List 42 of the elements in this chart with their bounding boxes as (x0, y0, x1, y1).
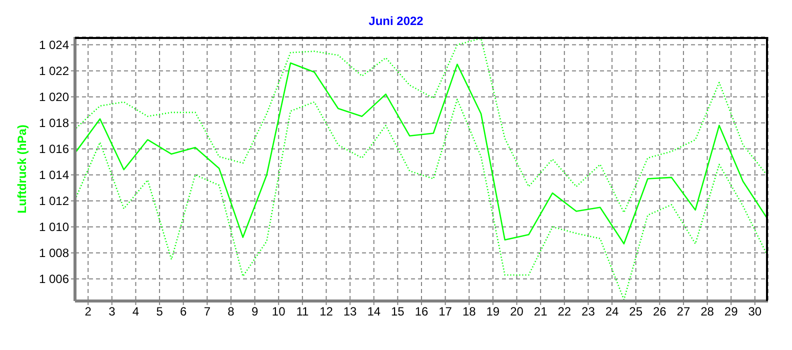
x-tick-label: 18 (462, 304, 476, 319)
x-tick-label: 26 (652, 304, 667, 319)
x-tick-label: 5 (156, 304, 164, 319)
x-tick-label: 15 (391, 304, 405, 319)
y-tick-label: 1 008 (38, 246, 70, 260)
x-tick-label: 27 (676, 304, 690, 319)
y-axis-title: Luftdruck (hPa) (15, 124, 29, 214)
x-tick-label: 2 (84, 304, 92, 319)
x-tick-label: 28 (700, 304, 714, 319)
x-tick-label: 11 (296, 304, 309, 319)
x-tick-label: 3 (108, 304, 116, 319)
y-tick-label: 1 012 (38, 194, 70, 208)
x-tick-label: 19 (486, 304, 500, 319)
x-tick-label: 14 (367, 304, 381, 319)
x-tick-label: 9 (251, 304, 258, 319)
x-tick-label: 17 (438, 304, 452, 319)
line-series (76, 62, 768, 244)
x-tick-label: 24 (605, 304, 620, 319)
y-tick-label: 1 014 (38, 168, 70, 182)
x-tick-label: 10 (272, 304, 286, 319)
y-tick-label: 1 010 (38, 220, 70, 234)
x-tick-label: 29 (724, 304, 738, 319)
x-tick-label: 12 (320, 304, 334, 319)
x-tick-label: 4 (132, 304, 140, 319)
chart-title: Juni 2022 (368, 14, 424, 28)
x-tick-label: 25 (629, 304, 643, 319)
x-tick-label: 23 (582, 304, 596, 319)
x-tick-label: 8 (228, 304, 235, 319)
y-tick-label: 1 020 (38, 90, 70, 104)
x-tick-label: 21 (534, 304, 548, 319)
y-tick-label: 1 016 (38, 142, 70, 156)
x-tick-label: 6 (180, 304, 188, 319)
y-tick-label: 1 018 (38, 116, 70, 130)
y-tick-label: 1 006 (38, 272, 70, 286)
y-tick-label: 1 024 (38, 38, 70, 52)
x-tick-label: 22 (558, 304, 572, 319)
y-tick-label: 1 022 (38, 64, 70, 78)
x-tick-label: 30 (748, 304, 762, 319)
x-tick-label: 13 (343, 304, 358, 319)
x-tick-label: 7 (204, 304, 211, 319)
x-tick-label: 16 (414, 304, 428, 319)
x-tick-label: 20 (510, 304, 524, 319)
